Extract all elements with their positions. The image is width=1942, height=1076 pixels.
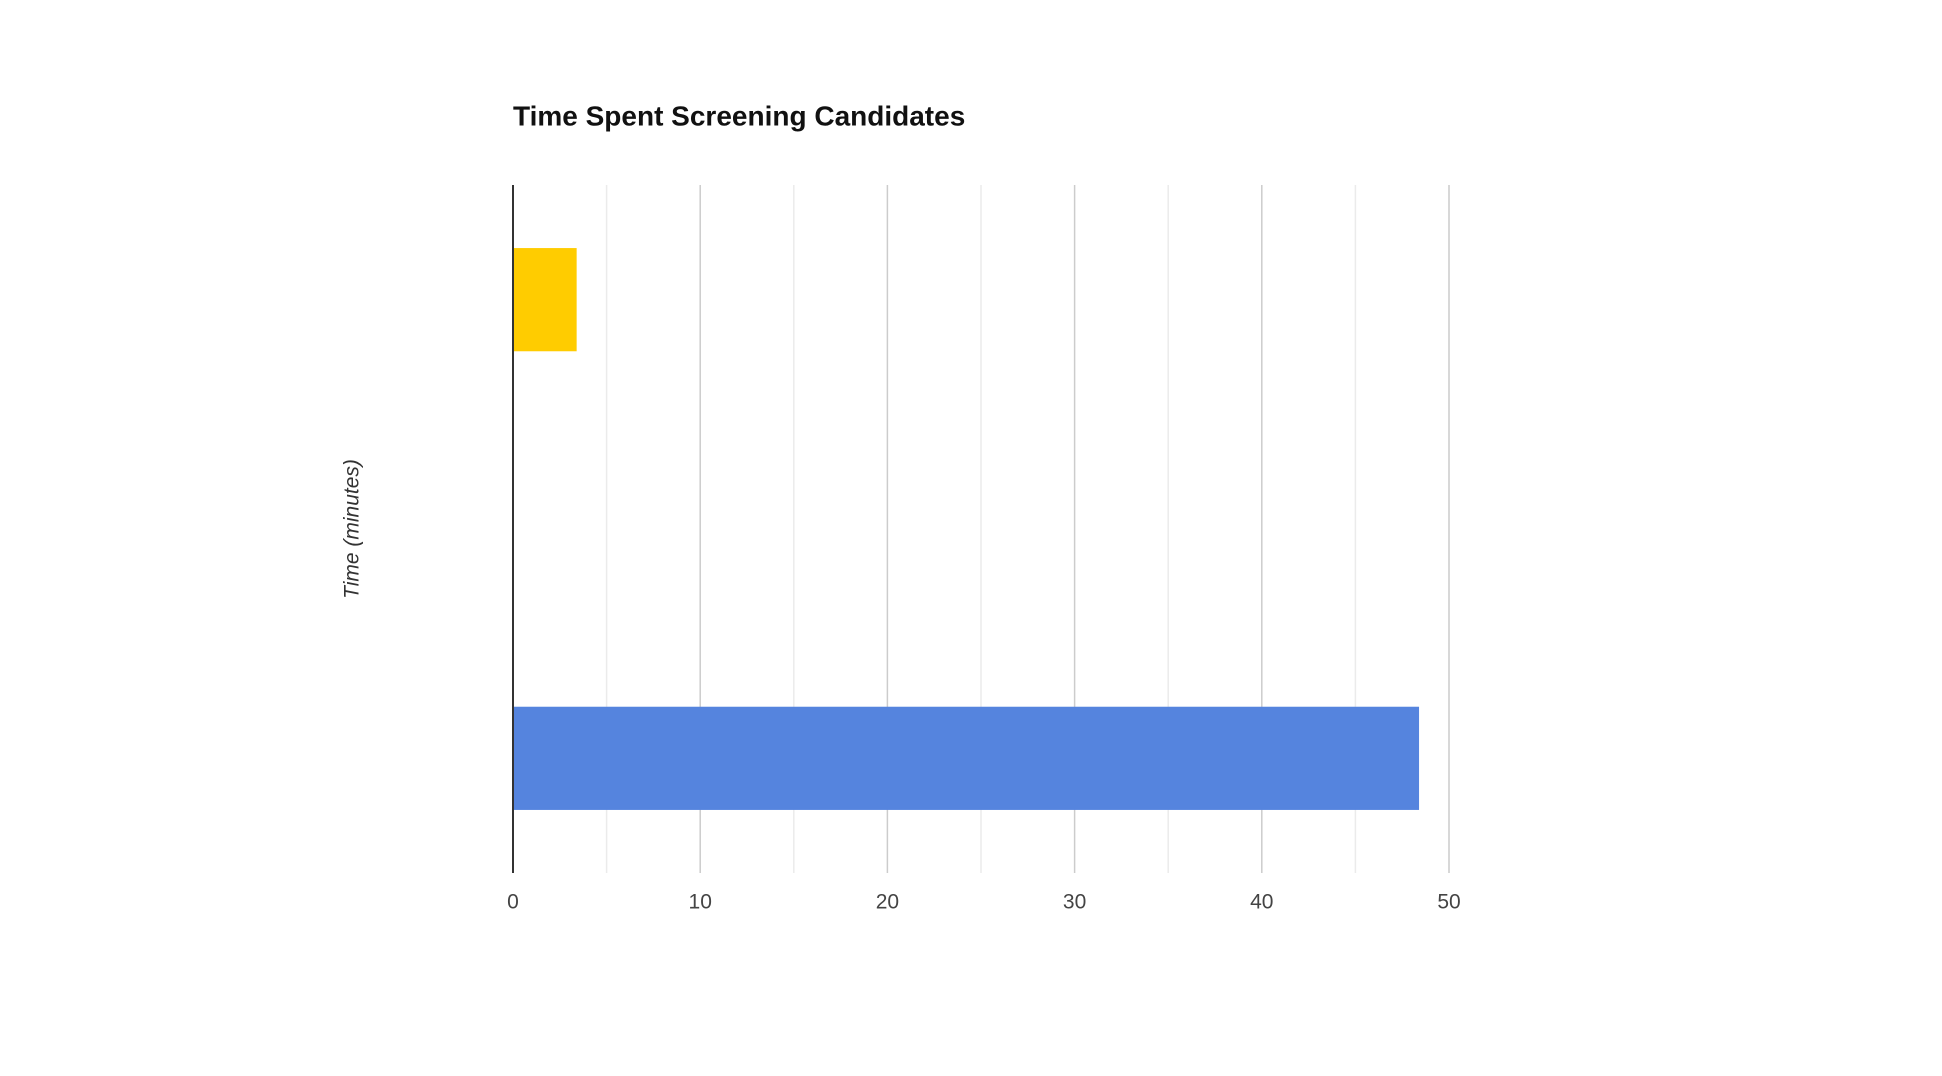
x-tick-label: 0 <box>507 891 519 914</box>
chart-title: Time Spent Screening Candidates <box>513 100 965 131</box>
x-tick-label: 30 <box>1063 891 1086 914</box>
bar <box>513 248 577 352</box>
x-tick-label: 10 <box>689 891 712 914</box>
x-tick-label: 20 <box>876 891 899 914</box>
x-tick-label: 40 <box>1250 891 1273 914</box>
bar <box>513 706 1420 810</box>
x-tick-label: 50 <box>1437 891 1460 914</box>
y-axis-label: Time (minutes) <box>341 459 364 599</box>
